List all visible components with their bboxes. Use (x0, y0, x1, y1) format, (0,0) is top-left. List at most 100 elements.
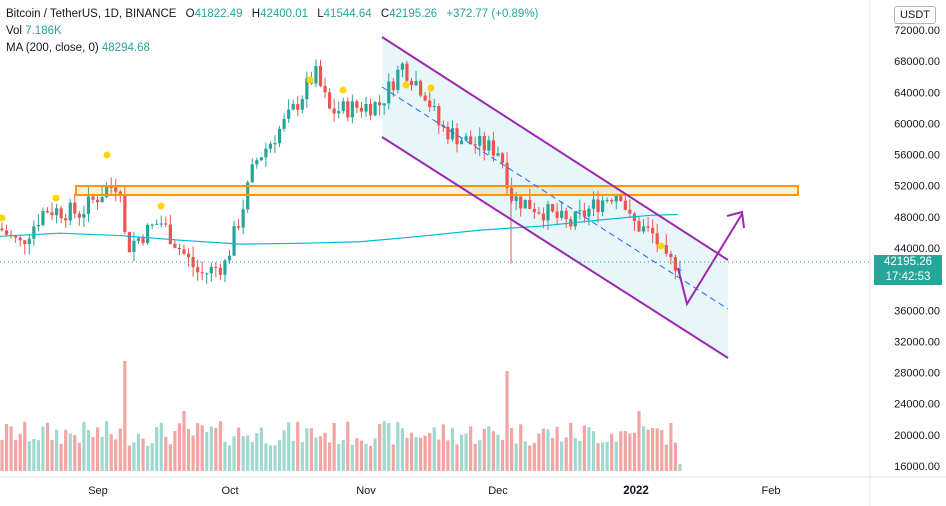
candle-body (223, 260, 227, 275)
candle-body (196, 267, 200, 273)
candle-body (41, 210, 45, 225)
volume-bar (255, 433, 259, 471)
candle-body (186, 253, 191, 258)
candle-body (505, 162, 509, 189)
candle-body (214, 266, 218, 268)
x-tick-label: Oct (221, 485, 238, 497)
candle-body (105, 187, 109, 198)
volume-bar (660, 430, 664, 471)
candle-body (337, 111, 341, 114)
volume-bar (628, 433, 632, 471)
volume-bar (91, 437, 95, 471)
candle-body (400, 63, 404, 70)
volume-bar (77, 442, 81, 471)
legend: Bitcoin / TetherUS, 1D, BINANCE O41822.4… (6, 6, 538, 57)
candle-body (428, 100, 432, 108)
candle-body (578, 210, 582, 212)
candle-body (218, 267, 222, 275)
volume-bar (36, 440, 40, 471)
ma-label[interactable]: MA (200, close, 0) (6, 42, 99, 54)
candle-body (396, 69, 400, 91)
volume-bar (328, 442, 332, 471)
volume-bar (23, 421, 27, 471)
volume-bar (55, 429, 59, 471)
resistance-zone (75, 185, 799, 196)
candle-body (655, 233, 659, 245)
volume-bar (350, 444, 354, 471)
candle-body (546, 204, 550, 221)
candle-body (150, 224, 154, 226)
volume-bar (264, 443, 268, 471)
volume-bar (364, 443, 368, 471)
volume-label[interactable]: Vol (6, 25, 22, 37)
candle-body (573, 211, 577, 227)
volume-bar (432, 427, 436, 471)
candle-body (414, 81, 418, 86)
volume-bar (550, 437, 555, 471)
volume-bar (127, 445, 131, 471)
candle-body (296, 104, 300, 110)
candle-body (177, 247, 182, 250)
candle-body (601, 200, 605, 213)
volume-bar (73, 435, 77, 471)
y-tick-label: 56000.00 (894, 150, 940, 162)
candle-body (678, 269, 682, 271)
candle-body (259, 157, 263, 161)
volume-bar (323, 432, 327, 471)
volume-bar (123, 361, 127, 471)
projection-arrow (677, 213, 743, 307)
volume-bar (400, 428, 404, 471)
volume-bar (173, 430, 177, 471)
candle-body (118, 191, 122, 195)
y-tick-label: 48000.00 (894, 212, 940, 224)
volume-bar (473, 443, 477, 471)
volume-bar (673, 442, 677, 471)
x-tick-label: Dec (488, 485, 508, 497)
volume-bar (396, 422, 400, 471)
y-tick-label: 52000.00 (894, 181, 940, 193)
candle-body (387, 81, 391, 104)
candle-body (4, 230, 9, 235)
legend-symbol-row: Bitcoin / TetherUS, 1D, BINANCE O41822.4… (6, 6, 538, 23)
volume-bar (605, 441, 609, 471)
candle-body (355, 101, 359, 108)
volume-bar (59, 443, 63, 471)
volume-bar (168, 444, 172, 471)
symbol-label[interactable]: Bitcoin / TetherUS, 1D, BINANCE (6, 8, 177, 20)
volume-bar (182, 411, 186, 471)
volume-bar (373, 438, 377, 471)
candle-body (341, 101, 345, 112)
volume-bar (641, 426, 646, 471)
volume-bar (95, 427, 100, 471)
volume-bar (146, 445, 150, 471)
volume-bar (496, 434, 500, 471)
volume-bar (573, 438, 577, 471)
currency-button[interactable]: USDT (894, 6, 936, 24)
volume-bar (209, 426, 213, 471)
candle-body (405, 63, 409, 81)
volume-bar (268, 445, 273, 471)
candle-body (250, 164, 254, 183)
candle-body (596, 199, 600, 213)
volume-bar (596, 443, 600, 471)
candle-body (651, 227, 655, 234)
candle-body (591, 199, 596, 209)
x-tick-label: 2022 (623, 485, 649, 497)
candle-body (537, 212, 541, 214)
volume-bar (346, 421, 350, 471)
volume-bar (337, 443, 341, 471)
volume-bar (359, 440, 364, 471)
candle-body (432, 105, 436, 108)
y-tick-label: 44000.00 (894, 243, 940, 255)
volume-bar (637, 411, 641, 471)
x-tick-label: Nov (356, 485, 376, 497)
volume-bar (455, 444, 459, 471)
candle-body (500, 153, 505, 163)
volume-bar (450, 427, 455, 471)
volume-bar (651, 427, 655, 471)
volume-bar (341, 439, 345, 471)
volume-bar (491, 431, 495, 471)
volume-bar (159, 422, 163, 471)
